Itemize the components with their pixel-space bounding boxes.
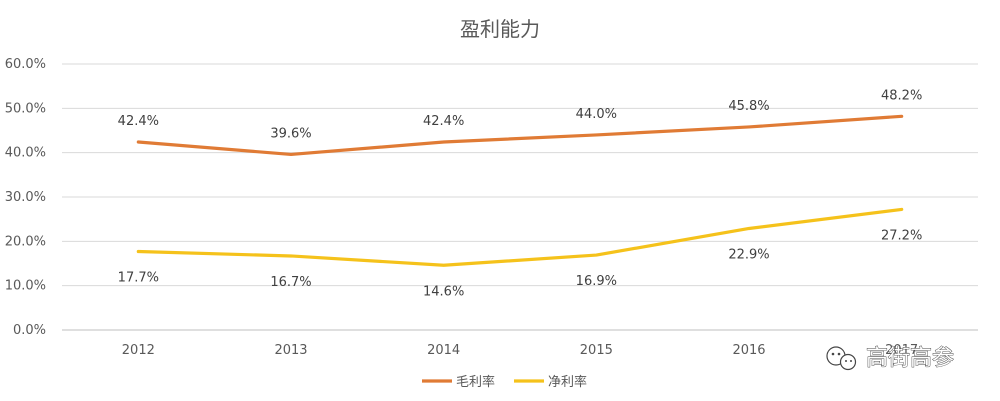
x-tick-label: 2015 [580,343,613,358]
x-tick-label: 2017 [885,343,918,358]
x-tick-label: 2016 [732,343,765,358]
y-tick-label: 50.0% [5,101,46,116]
watermark-text: 高街高参 [866,346,954,371]
legend-label: 毛利率 [456,374,495,390]
data-label: 27.2% [881,228,922,243]
watermark: 高街高参 [826,346,954,371]
data-label: 16.7% [270,275,311,290]
y-tick-label: 40.0% [5,146,46,161]
chart-title: 盈利能力 [460,17,540,41]
series-group: 42.4% 39.6% 42.4% 44.0% 45.8% 48.2% 17.7% 16.7%… [118,88,923,299]
legend-item: 毛利率 [422,374,495,390]
legend: 毛利率 净利率 [422,374,587,390]
wechat-icon [826,346,857,371]
x-tick-label: 2013 [274,343,307,358]
data-label: 45.8% [728,99,769,114]
series-2: 17.7% 16.7% 14.6% 16.9% 22.9% 27.2% [118,207,922,299]
data-label: 16.9% [576,274,617,289]
y-tick-label: 30.0% [5,190,46,205]
legend-item: 净利率 [514,374,587,390]
data-label: 17.7% [118,271,159,286]
y-axis: 0.0% 10.0% 20.0% 30.0% 40.0% 50.0% 60.0% [5,57,46,338]
data-label: 22.9% [728,247,769,262]
x-tick-label: 2012 [122,343,155,358]
y-tick-label: 10.0% [5,279,46,294]
data-label: 48.2% [881,88,922,103]
data-label: 42.4% [118,114,159,129]
data-label: 42.4% [423,114,464,129]
data-label: 14.6% [423,284,464,299]
y-tick-label: 0.0% [13,323,46,338]
y-tick-label: 20.0% [5,234,46,249]
y-tick-label: 60.0% [5,57,46,72]
x-tick-label: 2014 [427,343,460,358]
legend-label: 净利率 [548,374,587,390]
series-1: 42.4% 39.6% 42.4% 44.0% 45.8% 48.2% [118,88,922,157]
series-line [136,207,904,267]
gridlines [62,63,978,331]
series-line [136,114,904,157]
data-label: 39.6% [270,126,311,141]
x-axis: 2012 2013 2014 2015 2016 2017 [122,343,918,358]
data-label: 44.0% [576,107,617,122]
